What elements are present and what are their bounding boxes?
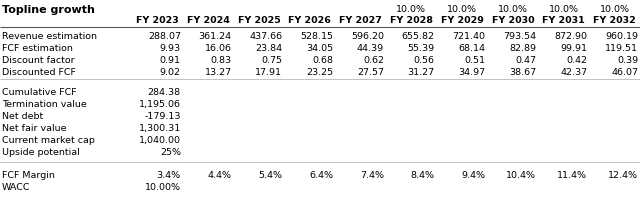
Text: 960.19: 960.19 xyxy=(605,32,638,41)
Text: 9.4%: 9.4% xyxy=(461,171,486,180)
Text: Cumulative FCF: Cumulative FCF xyxy=(2,88,77,97)
Text: 0.83: 0.83 xyxy=(211,56,232,65)
Text: FY 2026: FY 2026 xyxy=(289,16,332,25)
Text: 17.91: 17.91 xyxy=(255,68,282,77)
Text: 23.25: 23.25 xyxy=(306,68,333,77)
Text: 12.4%: 12.4% xyxy=(608,171,638,180)
Text: 99.91: 99.91 xyxy=(560,44,588,53)
Text: 0.39: 0.39 xyxy=(617,56,638,65)
Text: 6.4%: 6.4% xyxy=(309,171,333,180)
Text: FY 2023: FY 2023 xyxy=(136,16,179,25)
Text: 82.89: 82.89 xyxy=(509,44,536,53)
Text: WACC: WACC xyxy=(2,183,31,192)
Text: 27.57: 27.57 xyxy=(357,68,384,77)
Text: 46.07: 46.07 xyxy=(611,68,638,77)
Text: FY 2030: FY 2030 xyxy=(492,16,534,25)
Text: Upside potential: Upside potential xyxy=(2,148,80,157)
Text: 9.93: 9.93 xyxy=(159,44,181,53)
Text: 10.0%: 10.0% xyxy=(498,5,528,14)
Text: 284.38: 284.38 xyxy=(148,88,181,97)
Text: 0.91: 0.91 xyxy=(160,56,181,65)
Text: 11.4%: 11.4% xyxy=(557,171,588,180)
Text: 0.75: 0.75 xyxy=(261,56,282,65)
Text: Current market cap: Current market cap xyxy=(2,136,95,145)
Text: FCF Margin: FCF Margin xyxy=(2,171,55,180)
Text: 528.15: 528.15 xyxy=(300,32,333,41)
Text: 1,040.00: 1,040.00 xyxy=(139,136,181,145)
Text: 0.62: 0.62 xyxy=(363,56,384,65)
Text: 10.0%: 10.0% xyxy=(396,5,426,14)
Text: 42.37: 42.37 xyxy=(560,68,588,77)
Text: 437.66: 437.66 xyxy=(249,32,282,41)
Text: 288.07: 288.07 xyxy=(148,32,181,41)
Text: FY 2025: FY 2025 xyxy=(237,16,280,25)
Text: 721.40: 721.40 xyxy=(452,32,486,41)
Text: Net debt: Net debt xyxy=(2,112,44,121)
Text: Termination value: Termination value xyxy=(2,100,87,109)
Text: FY 2028: FY 2028 xyxy=(390,16,433,25)
Text: 68.14: 68.14 xyxy=(459,44,486,53)
Text: Revenue estimation: Revenue estimation xyxy=(2,32,97,41)
Text: Topline growth: Topline growth xyxy=(2,5,95,15)
Text: 0.42: 0.42 xyxy=(566,56,588,65)
Text: 4.4%: 4.4% xyxy=(207,171,232,180)
Text: 9.02: 9.02 xyxy=(160,68,181,77)
Text: 25%: 25% xyxy=(160,148,181,157)
Text: Net fair value: Net fair value xyxy=(2,124,67,133)
Text: FCF estimation: FCF estimation xyxy=(2,44,73,53)
Text: 23.84: 23.84 xyxy=(255,44,282,53)
Text: FY 2027: FY 2027 xyxy=(339,16,382,25)
Text: FY 2029: FY 2029 xyxy=(441,16,484,25)
Text: 34.05: 34.05 xyxy=(306,44,333,53)
Text: 0.47: 0.47 xyxy=(515,56,536,65)
Text: 361.24: 361.24 xyxy=(198,32,232,41)
Text: 8.4%: 8.4% xyxy=(411,171,435,180)
Text: 872.90: 872.90 xyxy=(554,32,588,41)
Text: 655.82: 655.82 xyxy=(402,32,435,41)
Text: 34.97: 34.97 xyxy=(458,68,486,77)
Text: -179.13: -179.13 xyxy=(144,112,181,121)
Text: 10.0%: 10.0% xyxy=(447,5,477,14)
Text: 10.00%: 10.00% xyxy=(145,183,181,192)
Text: 3.4%: 3.4% xyxy=(157,171,181,180)
Text: 793.54: 793.54 xyxy=(503,32,536,41)
Text: 31.27: 31.27 xyxy=(408,68,435,77)
Text: 55.39: 55.39 xyxy=(408,44,435,53)
Text: FY 2031: FY 2031 xyxy=(543,16,585,25)
Text: 7.4%: 7.4% xyxy=(360,171,384,180)
Text: 10.4%: 10.4% xyxy=(506,171,536,180)
Text: 5.4%: 5.4% xyxy=(259,171,282,180)
Text: 13.27: 13.27 xyxy=(204,68,232,77)
Text: 0.56: 0.56 xyxy=(414,56,435,65)
Text: 119.51: 119.51 xyxy=(605,44,638,53)
Text: 10.0%: 10.0% xyxy=(548,5,579,14)
Text: 0.51: 0.51 xyxy=(465,56,486,65)
Text: 596.20: 596.20 xyxy=(351,32,384,41)
Text: 16.06: 16.06 xyxy=(205,44,232,53)
Text: 1,195.06: 1,195.06 xyxy=(139,100,181,109)
Text: Discount factor: Discount factor xyxy=(2,56,75,65)
Text: 0.68: 0.68 xyxy=(312,56,333,65)
Text: Discounted FCF: Discounted FCF xyxy=(2,68,76,77)
Text: FY 2032: FY 2032 xyxy=(593,16,636,25)
Text: 10.0%: 10.0% xyxy=(600,5,630,14)
Text: FY 2024: FY 2024 xyxy=(187,16,230,25)
Text: 44.39: 44.39 xyxy=(357,44,384,53)
Text: 1,300.31: 1,300.31 xyxy=(138,124,181,133)
Text: 38.67: 38.67 xyxy=(509,68,536,77)
